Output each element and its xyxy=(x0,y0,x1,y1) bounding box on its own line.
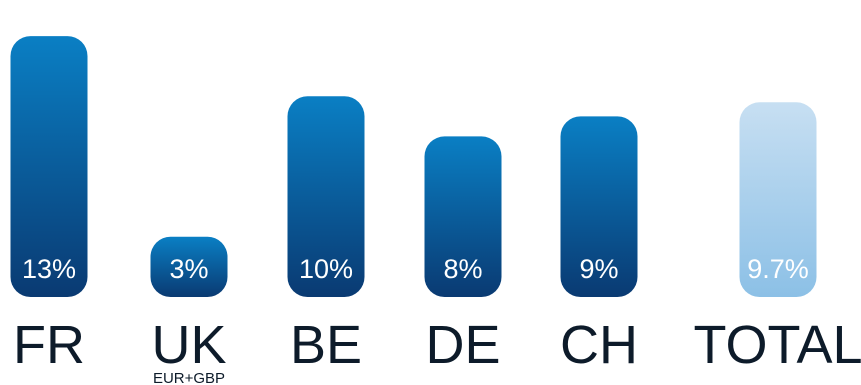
value-label-uk: 3% xyxy=(169,254,208,284)
bar-de xyxy=(424,136,502,297)
category-label-de: DE xyxy=(425,315,500,375)
bar-be xyxy=(287,96,365,298)
category-label-total: TOTAL xyxy=(693,315,861,375)
bar-total xyxy=(739,102,817,297)
category-sublabel-uk: EUR+GBP xyxy=(153,370,225,385)
value-labels-group: 13% 3% 10% 8% 9% 9.7% xyxy=(22,254,809,284)
value-label-be: 10% xyxy=(299,254,353,284)
category-label-uk: UK xyxy=(151,315,226,375)
bar-uk xyxy=(150,236,228,297)
bar-ch xyxy=(560,116,638,297)
value-label-ch: 9% xyxy=(579,254,618,284)
value-label-fr: 13% xyxy=(22,254,76,284)
value-label-total: 9.7% xyxy=(747,254,809,284)
category-label-be: BE xyxy=(290,315,362,375)
bar-fr xyxy=(10,36,88,297)
category-label-ch: CH xyxy=(560,315,638,375)
category-label-fr: FR xyxy=(13,315,85,375)
bars-group xyxy=(10,36,817,298)
value-label-de: 8% xyxy=(443,254,482,284)
